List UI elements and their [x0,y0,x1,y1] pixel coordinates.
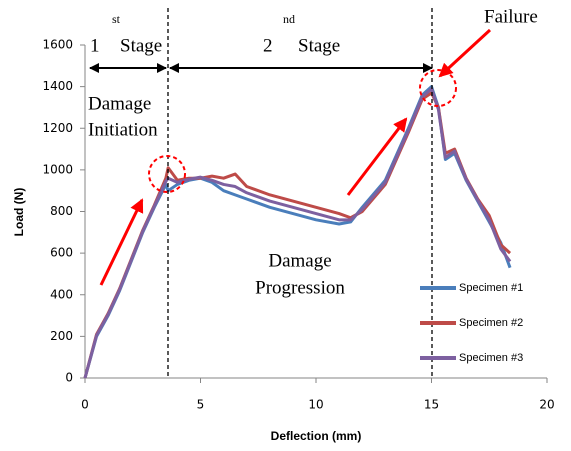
annotation: Stage [120,35,162,56]
highlight-circle [419,69,457,107]
y-tick-label: 400 [50,287,73,301]
annotation: nd [283,12,295,26]
plot-area: 0 200 400 600 800 1000 1200 1400 1600 0 5 10 15 20 [42,38,554,412]
annotation: Initiation [88,119,158,140]
x-tick-label: 15 [424,398,439,412]
legend-label: Specimen #1 [459,282,523,294]
y-tick-label: 1200 [42,121,73,135]
annotation: Failure [484,6,538,27]
annotation: Stage [298,35,340,56]
legend-label: Specimen #2 [459,317,523,329]
annotation: Progression [255,277,345,298]
data-line [83,87,512,379]
annotation: Damage [88,93,151,114]
x-tick-label: 5 [197,398,205,412]
annotation: 2 [263,35,273,56]
y-tick-label: 800 [50,204,73,218]
x-tick-label: 20 [539,398,554,412]
y-tick-label: 0 [65,371,73,385]
y-tick-label: 600 [50,246,73,260]
y-axis-label: Load (N) [12,188,26,237]
annotation: 1 [90,35,100,56]
red-arrow [438,28,492,78]
y-tick-label: 200 [50,329,73,343]
legend-label: Specimen #3 [459,352,523,364]
annotation: Damage [268,250,331,271]
y-tick-label: 1400 [42,79,73,93]
highlight-circle [148,155,186,193]
red-arrow [346,117,408,196]
x-tick-label: 10 [308,398,323,412]
annotation: st [112,12,121,26]
x-axis-label: Deflection (mm) [271,429,362,443]
x-tick-label: 0 [81,398,89,412]
y-tick-label: 1000 [42,162,73,176]
y-tick-label: 1600 [42,38,73,52]
red-arrow [99,198,144,286]
